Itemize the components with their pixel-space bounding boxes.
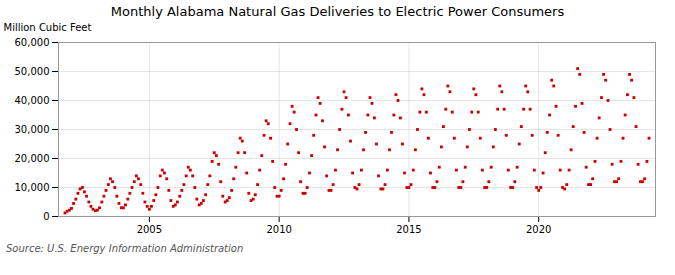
svg-text:Million Cubic Feet: Million Cubic Feet (4, 22, 92, 33)
svg-text:0: 0 (43, 211, 49, 222)
svg-text:40,000: 40,000 (15, 95, 50, 106)
svg-text:50,000: 50,000 (15, 66, 50, 77)
svg-text:10,000: 10,000 (15, 182, 50, 193)
svg-text:60,000: 60,000 (15, 37, 50, 48)
svg-text:2005: 2005 (137, 224, 162, 235)
html-text:Source: U.S. Energy Informatio: Source: U.S. Energy Information Administ… (6, 243, 244, 254)
svg-text:2020: 2020 (526, 224, 551, 235)
html-text:Monthly Alabama Natural Gas De: Monthly Alabama Natural Gas Deliveries t… (110, 4, 565, 19)
svg-text:2010: 2010 (266, 224, 291, 235)
svg-text:20,000: 20,000 (15, 153, 50, 164)
svg-text:30,000: 30,000 (15, 124, 50, 135)
svg-text:2015: 2015 (396, 224, 421, 235)
